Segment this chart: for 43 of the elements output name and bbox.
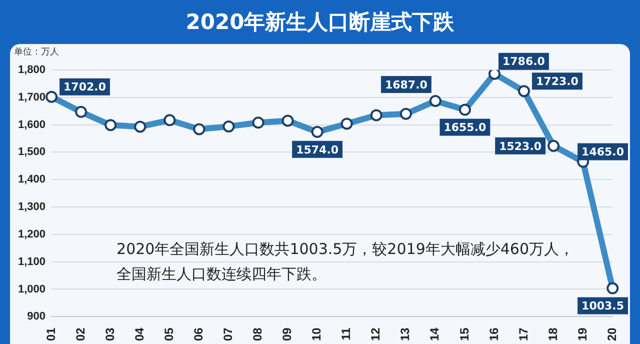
x-tick-label: 07 — [221, 327, 236, 342]
data-label: 1465.0 — [582, 146, 624, 159]
x-tick-label: 05 — [162, 327, 176, 342]
data-label: 1702.0 — [64, 80, 106, 94]
x-tick-label: 04 — [132, 327, 146, 342]
data-label: 1723.0 — [536, 74, 579, 88]
chart-title: 2020年新生人口断崖式下跌 — [184, 9, 456, 36]
x-tick-label: 17 — [516, 327, 530, 342]
x-tick-label: 16 — [486, 327, 501, 342]
text: 单位：万人 — [14, 46, 59, 58]
data-label: 1003.5 — [582, 300, 624, 313]
y-tick-label: 1,200 — [18, 228, 46, 240]
data-label: 1687.0 — [384, 78, 428, 92]
data-label: 1523.0 — [499, 140, 542, 153]
y-tick-label: 900 — [27, 310, 46, 323]
data-label: 1786.0 — [502, 55, 546, 68]
annotation: 2020年全国新生人口数共1003.5万，较2019年大幅减少460万人， — [116, 240, 574, 258]
x-tick-label: 03 — [102, 327, 117, 342]
x-tick-label: 08 — [250, 327, 265, 342]
x-tick-label: 20 — [604, 327, 619, 342]
x-tick-label: 02 — [73, 327, 88, 342]
y-tick-label: 1,100 — [18, 256, 46, 268]
x-tick-label: 15 — [457, 327, 472, 342]
x-tick-label: 11 — [339, 327, 354, 340]
x-tick-label: 12 — [368, 327, 383, 342]
y-tick-label: 1,600 — [18, 118, 46, 131]
y-tick-label: 1,000 — [18, 283, 46, 296]
data-label: 1655.0 — [444, 121, 487, 134]
y-tick-label: 1,800 — [18, 64, 46, 76]
x-tick-label: 14 — [428, 327, 442, 342]
x-tick-label: 01 — [44, 327, 58, 342]
x-tick-label: 10 — [310, 327, 324, 342]
y-tick-label: 1,400 — [18, 174, 46, 186]
x-tick-label: 06 — [191, 327, 206, 342]
data-label: 1574.0 — [296, 143, 339, 156]
y-tick-label: 1,700 — [18, 91, 46, 104]
x-tick-label: 19 — [575, 327, 590, 342]
x-tick-label: 09 — [280, 327, 294, 342]
y-tick-label: 1,300 — [18, 201, 46, 214]
x-tick-label: 18 — [546, 327, 560, 342]
annotation: 全国新生人口数连续四年下跌。 — [116, 264, 327, 283]
y-tick-label: 1,500 — [18, 146, 46, 158]
x-tick-label: 13 — [398, 327, 412, 342]
